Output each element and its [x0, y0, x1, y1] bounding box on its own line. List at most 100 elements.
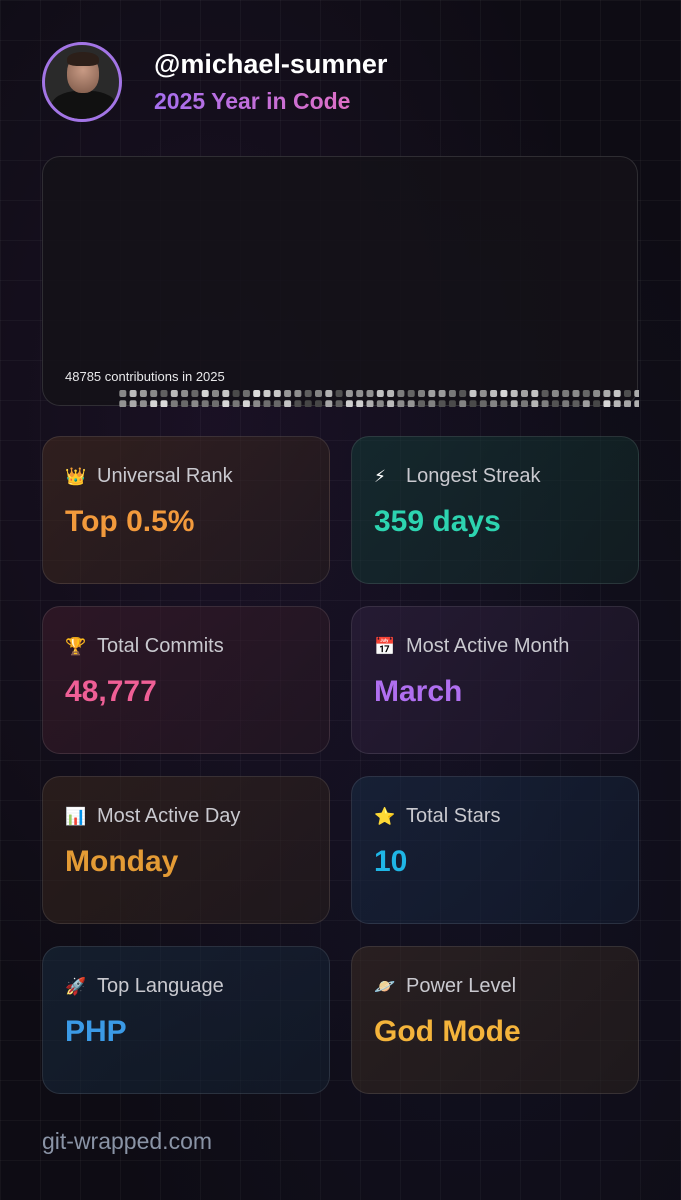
- stat-value: PHP: [65, 1015, 127, 1048]
- contribution-summary: 48785 contributions in 2025: [65, 369, 225, 384]
- contribution-cell: [263, 400, 271, 407]
- contribution-cell: [521, 390, 528, 397]
- contribution-cell: [191, 390, 199, 397]
- stat-card-most-active-day: 📊 Most Active Day Monday: [42, 776, 330, 924]
- bar-chart-icon: 📊: [65, 806, 87, 826]
- planet-icon: 🪐: [374, 976, 396, 996]
- contribution-cell: [222, 390, 230, 397]
- contribution-cell: [551, 390, 559, 397]
- contribution-cell: [273, 390, 281, 397]
- contribution-cell: [459, 390, 467, 397]
- contribution-cell: [593, 390, 601, 397]
- contribution-cell: [284, 400, 292, 407]
- contribution-cell: [448, 400, 456, 407]
- contribution-cell: [469, 400, 477, 407]
- contribution-cell: [263, 390, 271, 397]
- contribution-cell: [273, 400, 281, 407]
- contribution-cell: [119, 390, 127, 397]
- contribution-cell: [541, 400, 549, 407]
- contribution-cell: [356, 390, 364, 397]
- contribution-cell: [294, 390, 302, 397]
- contribution-cell: [490, 400, 498, 407]
- contribution-cell: [325, 390, 333, 397]
- calendar-icon: 📅: [374, 636, 396, 656]
- contribution-cell: [139, 390, 147, 397]
- stat-card-total-stars: ⭐ Total Stars 10: [351, 776, 639, 924]
- contribution-cell: [418, 400, 425, 407]
- contribution-cell: [459, 400, 467, 407]
- contribution-cell: [562, 390, 570, 397]
- contribution-cell: [572, 390, 580, 397]
- contribution-cell: [582, 400, 590, 407]
- stat-label: Power Level: [406, 975, 517, 997]
- contribution-cell: [582, 390, 590, 397]
- stat-value: 48,777: [65, 675, 157, 708]
- contribution-cell: [304, 400, 312, 407]
- contribution-cell: [603, 400, 611, 407]
- stat-label: Longest Streak: [406, 465, 541, 487]
- contribution-cell: [335, 390, 343, 397]
- contribution-cell: [345, 390, 353, 397]
- contribution-graph-card: 48785 contributions in 2025: [42, 156, 639, 407]
- rocket-icon: 🚀: [65, 976, 87, 996]
- contribution-cell: [500, 390, 508, 397]
- username: @michael-sumner: [154, 49, 388, 79]
- contribution-cell: [232, 390, 240, 397]
- stat-value: 359 days: [374, 505, 501, 538]
- contribution-cell: [242, 400, 250, 407]
- contribution-cell: [510, 400, 518, 407]
- stat-value: Monday: [65, 845, 179, 878]
- stat-value: March: [374, 675, 463, 708]
- stat-card-top-language: 🚀 Top Language PHP: [42, 946, 330, 1094]
- contribution-cell: [500, 400, 508, 407]
- contribution-cell: [304, 390, 312, 397]
- contribution-cell: [294, 400, 302, 407]
- stat-card-most-active-month: 📅 Most Active Month March: [351, 606, 639, 754]
- stat-card-power-level: 🪐 Power Level God Mode: [351, 946, 639, 1094]
- contribution-cell: [150, 400, 158, 407]
- contribution-cell: [232, 400, 240, 407]
- stat-value: Top 0.5%: [65, 505, 195, 538]
- contribution-cell: [438, 400, 446, 407]
- contribution-cell: [160, 400, 168, 407]
- contribution-cell: [345, 400, 353, 407]
- contribution-cell: [562, 400, 570, 407]
- footer-link[interactable]: git-wrapped.com: [42, 1128, 213, 1154]
- contribution-cell: [397, 390, 405, 397]
- contribution-cell: [603, 390, 611, 397]
- contribution-cell: [387, 390, 395, 397]
- contribution-cell: [428, 400, 436, 407]
- contribution-cell: [418, 390, 425, 397]
- contribution-cell: [551, 400, 559, 407]
- contribution-cell: [242, 390, 250, 397]
- contribution-cell: [284, 390, 292, 397]
- contribution-cell: [541, 390, 549, 397]
- contribution-cell: [253, 390, 261, 397]
- contribution-cell: [335, 400, 343, 407]
- contribution-cell: [129, 390, 137, 397]
- contribution-cell: [479, 400, 487, 407]
- contribution-cell: [315, 390, 322, 397]
- crown-icon: 👑: [65, 466, 87, 486]
- contribution-cell: [181, 400, 189, 407]
- contribution-cell: [212, 390, 219, 397]
- stat-card-total-commits: 🏆 Total Commits 48,777: [42, 606, 330, 754]
- stat-card-universal-rank: 👑 Universal Rank Top 0.5%: [42, 436, 330, 584]
- contribution-cell: [191, 400, 199, 407]
- star-icon: ⭐: [374, 806, 396, 826]
- stat-label: Top Language: [97, 975, 224, 997]
- contribution-cell: [407, 390, 415, 397]
- contribution-cell: [613, 400, 621, 407]
- stat-value: 10: [374, 845, 408, 878]
- contribution-cell: [613, 390, 621, 397]
- contribution-cell: [634, 400, 639, 407]
- contribution-cell: [119, 400, 127, 407]
- contribution-cell: [572, 400, 580, 407]
- contribution-cell: [356, 400, 364, 407]
- contribution-cell: [397, 400, 405, 407]
- contribution-cell: [129, 400, 137, 407]
- contribution-cell: [139, 400, 147, 407]
- contribution-cell: [201, 400, 209, 407]
- stat-value: God Mode: [374, 1015, 521, 1048]
- contribution-cell: [387, 400, 395, 407]
